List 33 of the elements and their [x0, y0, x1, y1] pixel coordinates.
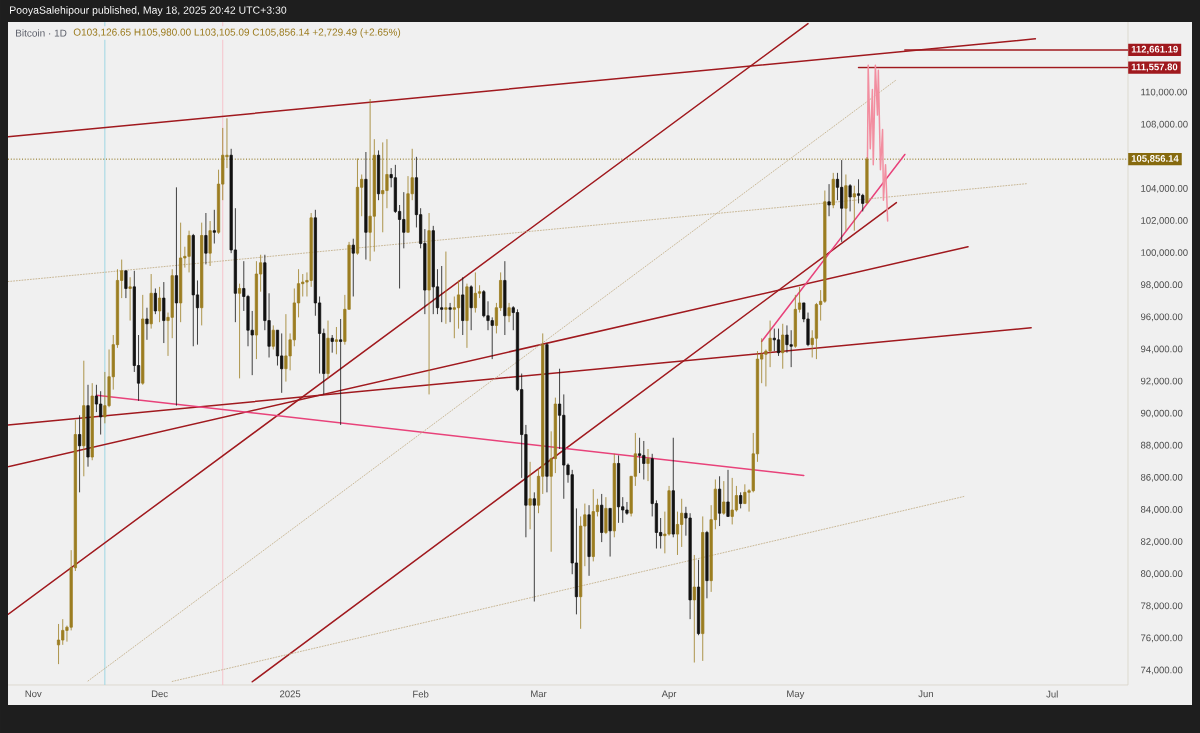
- y-tick-label: 98,000.00: [1140, 281, 1183, 290]
- y-tick-label: 82,000.00: [1140, 538, 1183, 547]
- text: Bitcoin · 1D: [16, 29, 67, 37]
- annotation: O103,126.65 H105,980.00 L103,105.09 C105,856.14 +2,729.49 (+2.65%): [73, 28, 401, 38]
- x-tick-label: Apr: [661, 690, 677, 700]
- x-tick-label: Feb: [413, 690, 429, 698]
- x-tick-label: Nov: [25, 690, 42, 698]
- y-tick-label: 74,000.00: [1141, 666, 1183, 675]
- x-tick-label: Jun: [918, 690, 933, 698]
- y-tick-label: 90,000.00: [1140, 409, 1183, 418]
- y-tick-label: 102,000.00: [1141, 217, 1188, 225]
- data-label: 111,557.80: [1131, 63, 1178, 72]
- y-tick-label: 78,000.00: [1141, 602, 1183, 611]
- y-tick-label: 96,000.00: [1140, 313, 1183, 322]
- y-tick-label: 104,000.00: [1141, 185, 1188, 193]
- y-tick-label: 92,000.00: [1140, 377, 1183, 386]
- x-tick-label: Mar: [531, 690, 547, 698]
- y-tick-label: 84,000.00: [1140, 506, 1183, 514]
- y-tick-label: 94,000.00: [1140, 345, 1183, 354]
- chart-title: PooyaSalehipour published, May 18, 2025 20:42 UTC+3:30: [10, 6, 287, 16]
- x-tick-label: Dec: [151, 690, 168, 698]
- y-tick-label: 76,000.00: [1141, 634, 1183, 643]
- y-tick-label: 88,000.00: [1140, 441, 1183, 450]
- y-tick-label: 100,000.00: [1141, 249, 1188, 258]
- y-tick-label: 80,000.00: [1140, 570, 1183, 579]
- x-tick-label: May: [787, 690, 805, 700]
- y-tick-label: 86,000.00: [1140, 473, 1183, 482]
- y-tick-label: 110,000.00: [1141, 88, 1187, 97]
- y-tick-label: 108,000.00: [1141, 120, 1188, 129]
- ref-line-label: 105,856.14: [1131, 155, 1179, 164]
- x-tick-label: Jul: [1046, 690, 1058, 698]
- data-label: 112,661.19: [1131, 45, 1178, 54]
- x-tick-label: 2025: [280, 690, 301, 698]
